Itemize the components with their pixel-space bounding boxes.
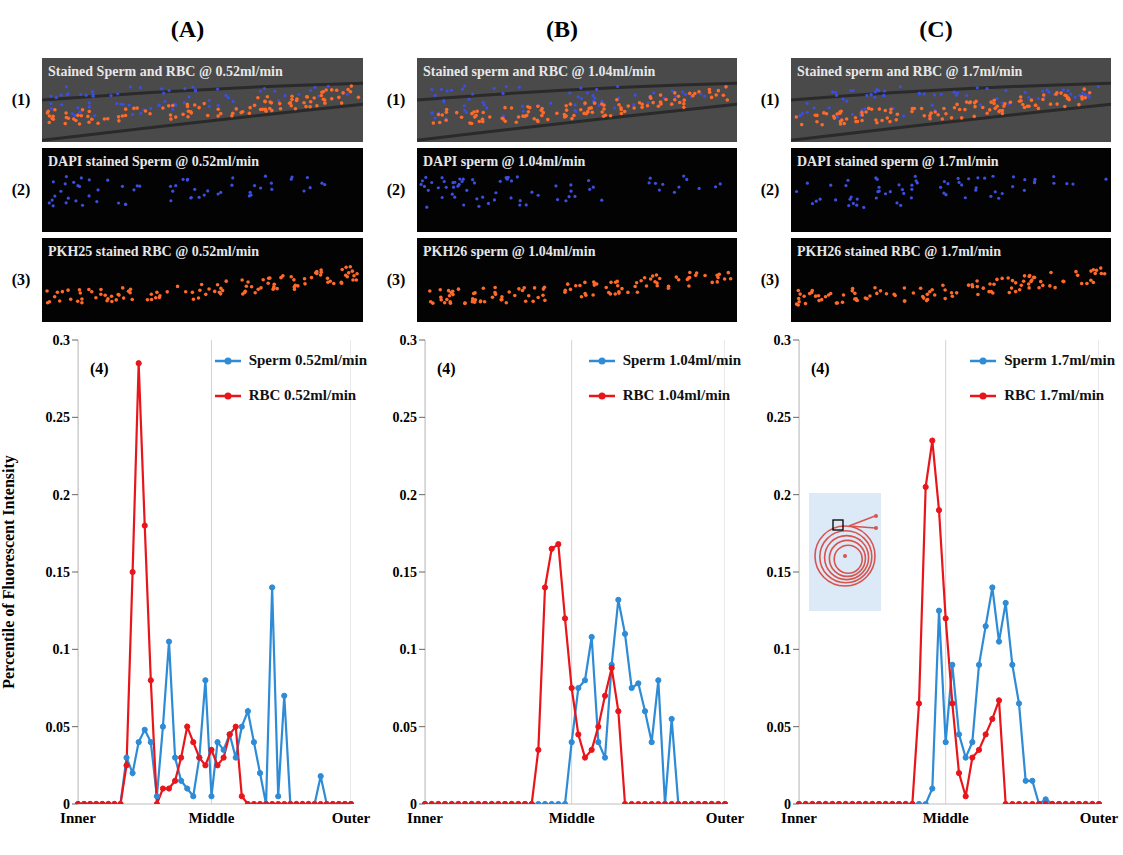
html-text:(3): (3) [386, 271, 406, 288]
svg-text:Outer: Outer [1080, 810, 1119, 826]
html-text:RBC 0.52ml/min: RBC 0.52ml/min [248, 387, 357, 403]
html-text:(2): (2) [760, 181, 780, 198]
html-text:(3): (3) [760, 271, 780, 288]
svg-text:0.1: 0.1 [774, 642, 792, 657]
html-text:(2): (2) [11, 181, 31, 198]
svg-text:0.15: 0.15 [767, 565, 792, 580]
svg-text:DAPI stained sperm @ 1.7ml/min: DAPI stained sperm @ 1.7ml/min [797, 154, 999, 169]
html-text:(B): (B) [546, 15, 578, 42]
svg-text:PKH26 sperm @ 1.04ml/min: PKH26 sperm @ 1.04ml/min [423, 244, 596, 259]
svg-text:DAPI sperm @ 1.04ml/min: DAPI sperm @ 1.04ml/min [423, 154, 586, 169]
html-text:(2): (2) [386, 181, 406, 198]
html-text:(1): (1) [11, 91, 31, 108]
svg-text:0.1: 0.1 [53, 642, 71, 657]
html-text:RBC 1.04ml/min: RBC 1.04ml/min [622, 387, 731, 403]
svg-text:Inner: Inner [60, 810, 96, 826]
html-text:(4): (4) [90, 360, 109, 377]
svg-text:0.3: 0.3 [400, 333, 418, 348]
html-text:Sperm 0.52ml/min: Sperm 0.52ml/min [248, 352, 367, 368]
svg-text:0.2: 0.2 [53, 488, 71, 503]
html-text:(A): (A) [170, 15, 205, 42]
svg-text:0: 0 [784, 797, 791, 812]
svg-text:PKH26 stained RBC @ 1.7ml/min: PKH26 stained RBC @ 1.7ml/min [797, 244, 1001, 259]
html-text:(3): (3) [11, 271, 31, 288]
html-text:(1): (1) [386, 91, 406, 108]
svg-text:0.25: 0.25 [767, 410, 792, 425]
svg-text:Stained sperm and RBC @ 1.04ml: Stained sperm and RBC @ 1.04ml/min [423, 64, 656, 79]
svg-text:0.1: 0.1 [400, 642, 418, 657]
svg-text:Percentile of Fluorescent Inte: Percentile of Fluorescent Intensity [0, 455, 18, 689]
svg-text:0.3: 0.3 [53, 333, 71, 348]
svg-text:0: 0 [63, 797, 70, 812]
html-text:(1): (1) [760, 91, 780, 108]
html-text:(C): (C) [919, 15, 953, 42]
svg-text:0.25: 0.25 [46, 410, 71, 425]
html-text:(4): (4) [811, 360, 830, 377]
svg-text:Inner: Inner [781, 810, 817, 826]
svg-text:Inner: Inner [407, 810, 443, 826]
svg-text:Middle: Middle [549, 810, 595, 826]
svg-text:0.15: 0.15 [46, 565, 71, 580]
html-text:RBC 1.7ml/min: RBC 1.7ml/min [1004, 387, 1105, 403]
svg-text:0.25: 0.25 [393, 410, 418, 425]
svg-text:0.05: 0.05 [46, 720, 71, 735]
svg-text:Middle: Middle [923, 810, 969, 826]
svg-text:Stained sperm and RBC @ 1.7ml/: Stained sperm and RBC @ 1.7ml/min [797, 64, 1023, 79]
svg-text:Stained Sperm and RBC @ 0.52ml: Stained Sperm and RBC @ 0.52ml/min [48, 64, 283, 79]
svg-text:0.3: 0.3 [774, 333, 792, 348]
svg-text:0.05: 0.05 [393, 720, 418, 735]
html-text:Sperm 1.7ml/min: Sperm 1.7ml/min [1004, 352, 1115, 368]
svg-text:0.2: 0.2 [400, 488, 418, 503]
html-text:Sperm 1.04ml/min: Sperm 1.04ml/min [622, 352, 741, 368]
svg-text:DAPI stained Sperm @ 0.52ml/mi: DAPI stained Sperm @ 0.52ml/min [48, 154, 259, 169]
svg-text:0: 0 [410, 797, 417, 812]
svg-text:0.15: 0.15 [393, 565, 418, 580]
html-text:(4): (4) [437, 360, 456, 377]
svg-text:Outer: Outer [332, 810, 371, 826]
svg-text:0.2: 0.2 [774, 488, 792, 503]
svg-text:Outer: Outer [706, 810, 745, 826]
svg-text:PKH25 stained RBC @ 0.52ml/min: PKH25 stained RBC @ 0.52ml/min [48, 244, 259, 259]
svg-text:Middle: Middle [189, 810, 235, 826]
svg-text:0.05: 0.05 [767, 720, 792, 735]
